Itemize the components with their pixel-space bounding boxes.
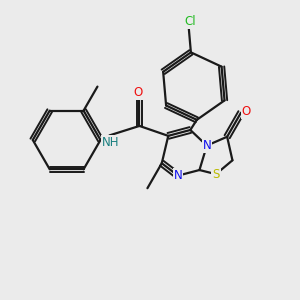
Text: NH: NH [102, 136, 119, 149]
Text: O: O [242, 105, 251, 118]
Text: N: N [174, 169, 182, 182]
Text: N: N [202, 139, 211, 152]
Text: S: S [212, 168, 220, 181]
Text: O: O [133, 86, 142, 99]
Text: Cl: Cl [184, 15, 196, 28]
